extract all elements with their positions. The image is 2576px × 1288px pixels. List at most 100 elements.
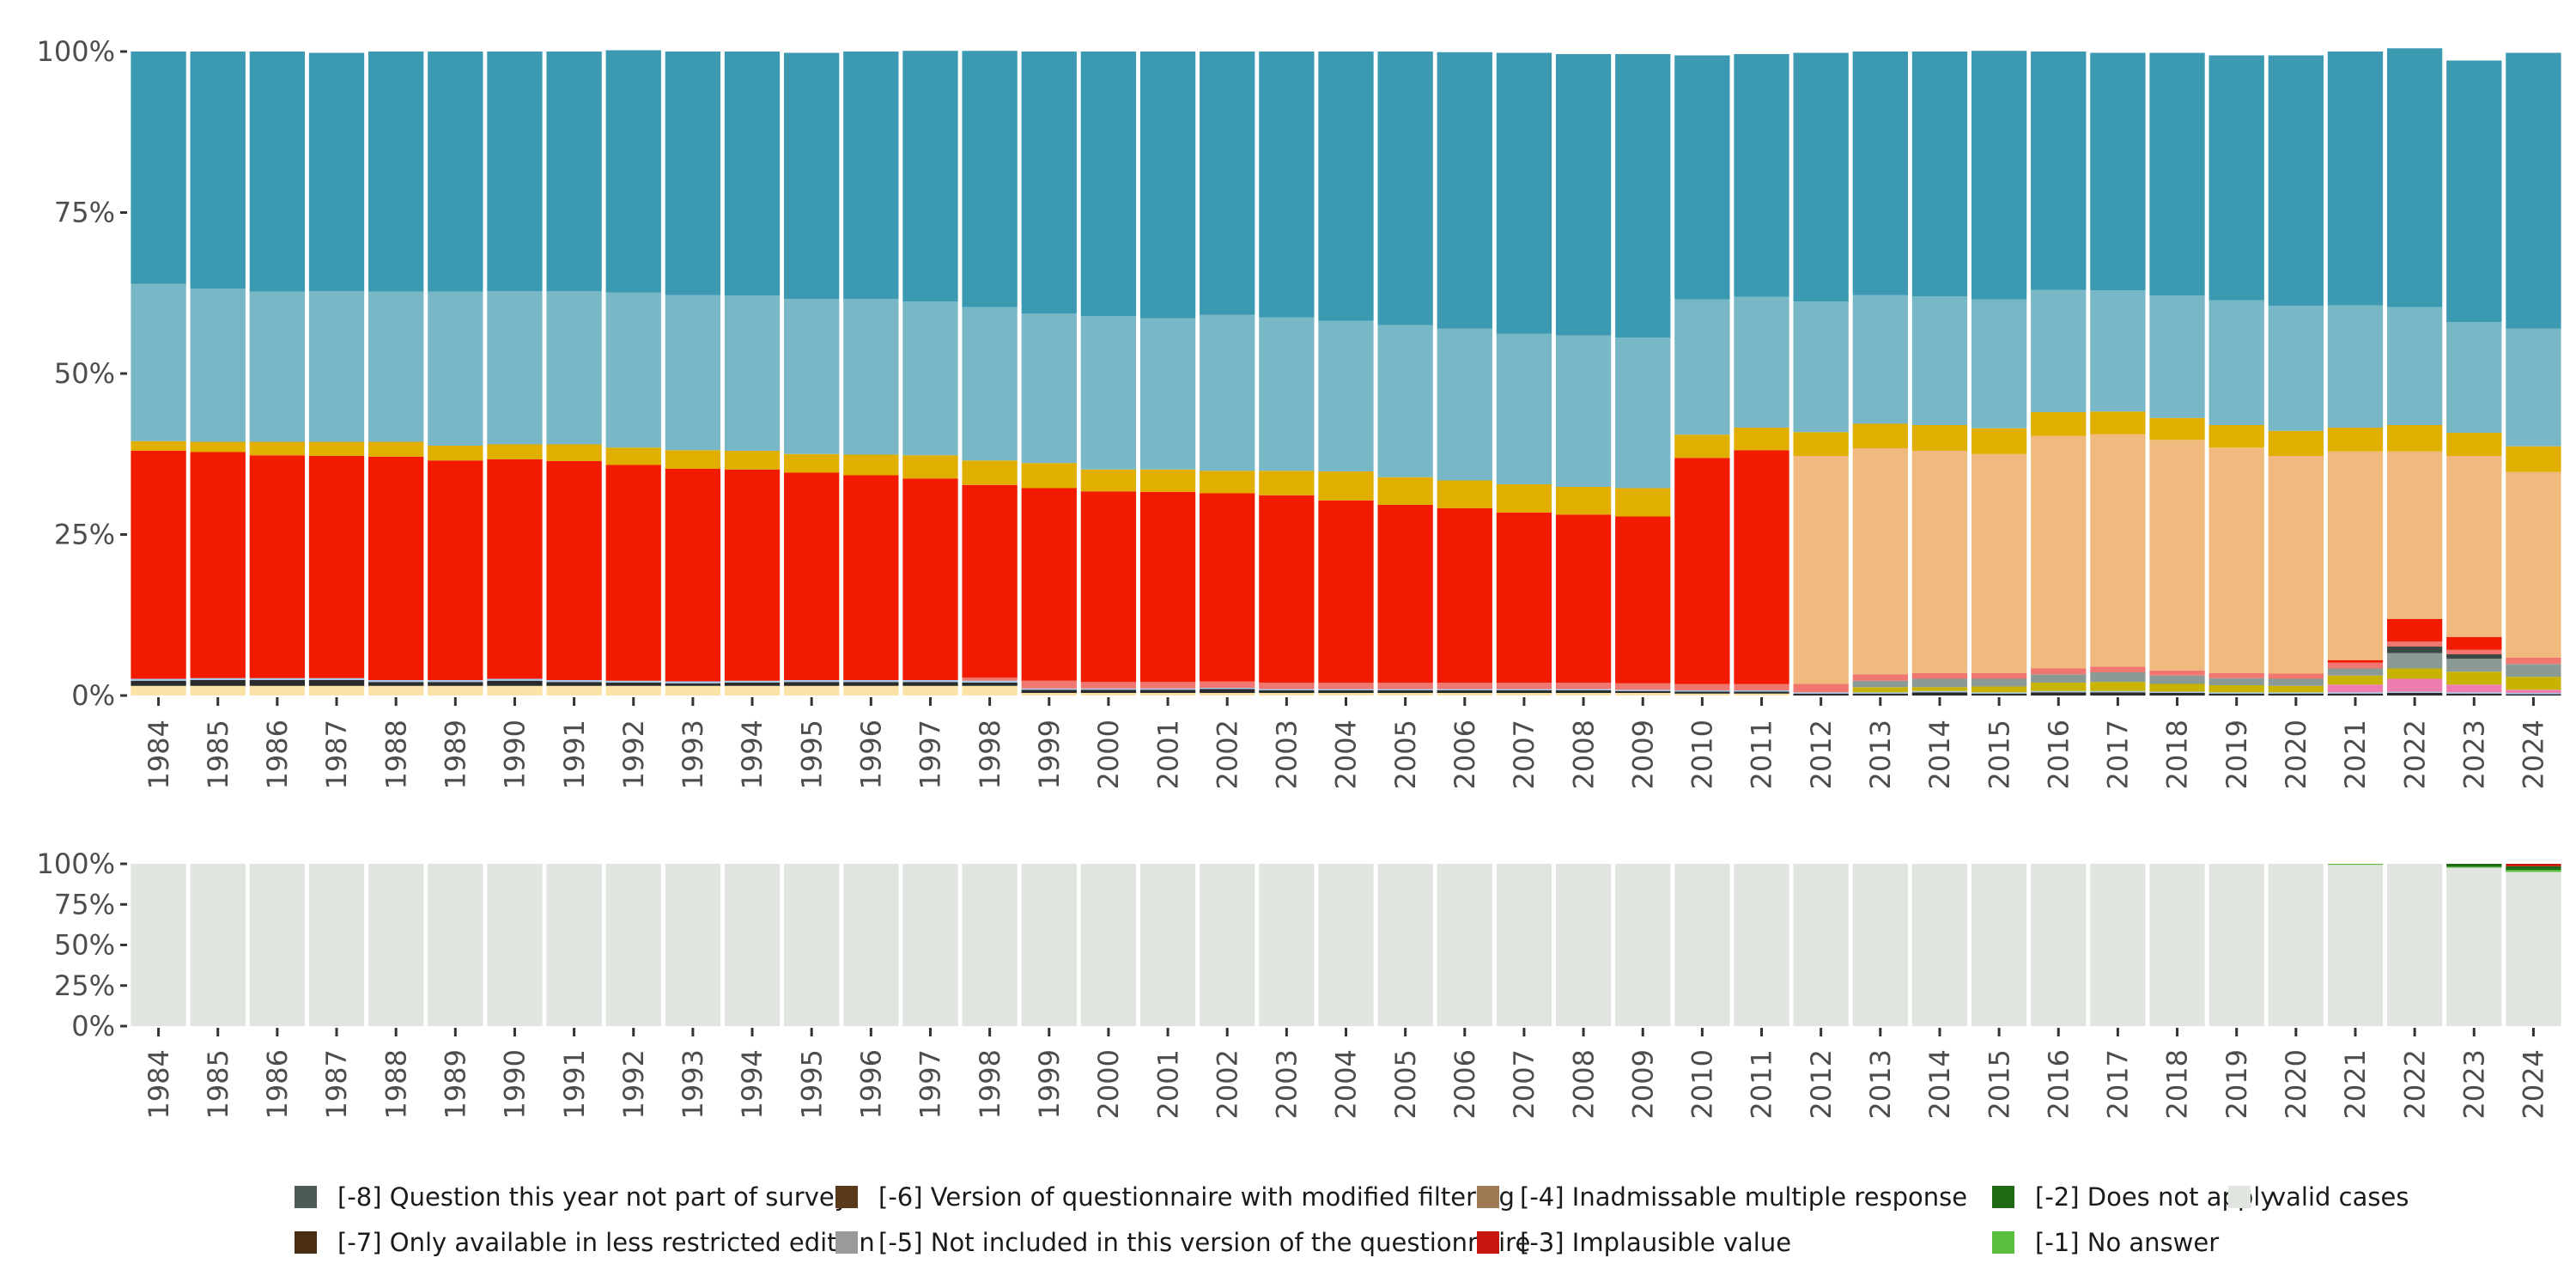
x-tick-label: 2010 xyxy=(1686,720,1719,789)
bar-segment xyxy=(2268,55,2324,307)
bar-segment xyxy=(131,283,186,441)
bar-segment xyxy=(2208,692,2264,694)
bar-segment xyxy=(2386,647,2443,653)
bar-segment xyxy=(428,682,483,686)
bar-segment xyxy=(1139,688,1196,690)
x-tick-label: 1987 xyxy=(320,1049,353,1119)
bar-segment xyxy=(665,683,721,686)
bar-segment xyxy=(1496,693,1552,696)
bar-segment xyxy=(2090,666,2146,672)
bar-segment xyxy=(2327,662,2384,669)
x-tick-label: 2018 xyxy=(2161,720,2194,789)
x-tick-label: 2014 xyxy=(1923,1049,1956,1119)
bar-segment xyxy=(190,52,246,289)
bar-segment xyxy=(1437,328,1492,481)
bar-segment xyxy=(2386,653,2443,669)
bar-segment xyxy=(1674,55,1730,300)
x-tick-label: 2024 xyxy=(2518,720,2550,789)
bar-segment xyxy=(487,864,543,1026)
bar-segment xyxy=(1377,477,1433,505)
bar-segment xyxy=(1734,54,1789,297)
x-tick-label: 2018 xyxy=(2161,1049,2194,1119)
bar-segment xyxy=(131,864,186,1026)
bar-segment xyxy=(1852,423,1908,448)
y-tick-label: 50% xyxy=(54,357,115,390)
x-tick-label: 2009 xyxy=(1626,720,1659,789)
bar-segment xyxy=(131,451,186,679)
bar-segment xyxy=(1200,493,1255,682)
bar-segment xyxy=(428,460,483,680)
bar-segment xyxy=(2090,692,2146,696)
bar-segment xyxy=(605,685,661,696)
bar-segment xyxy=(2386,864,2443,1026)
bar-segment xyxy=(1971,686,2027,693)
x-tick-label: 1986 xyxy=(261,1049,294,1119)
bar-segment xyxy=(2446,864,2502,867)
bar-segment xyxy=(2446,867,2502,1026)
bar-segment xyxy=(308,52,365,291)
x-tick-label: 1989 xyxy=(440,720,472,789)
bar-segment xyxy=(2327,865,2384,1026)
bar-segment xyxy=(249,441,306,456)
bar-segment xyxy=(1971,453,2027,673)
bar-segment xyxy=(2268,430,2324,456)
bar-segment xyxy=(1555,864,1612,1026)
bar-segment xyxy=(2506,657,2561,665)
bar-segment xyxy=(428,291,483,446)
bar-segment xyxy=(1437,507,1492,683)
x-tick-label: 2012 xyxy=(1805,720,1838,789)
bar-segment xyxy=(368,441,424,457)
bar-segment xyxy=(1259,317,1315,471)
bar-segment xyxy=(2446,659,2502,672)
bar-segment xyxy=(131,678,186,681)
bar-segment xyxy=(308,456,365,678)
bar-segment xyxy=(605,292,661,448)
bar-segment xyxy=(1674,458,1730,684)
legend: [-8] Question this year not part of surv… xyxy=(295,1182,2409,1257)
x-tick-label: 2012 xyxy=(1805,1049,1838,1119)
y-tick-label: 75% xyxy=(54,197,115,229)
bar-segment xyxy=(190,864,246,1026)
bar-segment xyxy=(1734,864,1789,1026)
bar-segment xyxy=(1555,487,1612,515)
bar-segment xyxy=(2327,428,2384,452)
bar-segment xyxy=(1852,674,1908,681)
bar-segment xyxy=(428,680,483,683)
bar-segment xyxy=(1734,683,1789,690)
bar-segment xyxy=(843,680,899,683)
bar-segment xyxy=(1615,516,1671,683)
bar-segment xyxy=(1496,683,1552,690)
bar-segment xyxy=(1318,693,1374,696)
x-tick-label: 1999 xyxy=(1033,720,1066,789)
bar-segment xyxy=(190,441,246,453)
x-tick-label: 1993 xyxy=(677,1049,709,1119)
bar-segment xyxy=(1318,52,1374,321)
bar-segment xyxy=(724,52,781,296)
x-tick-label: 1984 xyxy=(143,1049,175,1119)
bar-segment xyxy=(2031,52,2087,290)
bar-segment xyxy=(1139,52,1196,319)
bar-segment xyxy=(1971,692,2027,694)
x-tick-label: 1985 xyxy=(202,720,234,789)
x-tick-label: 1990 xyxy=(499,720,532,789)
bar-segment xyxy=(249,291,306,442)
bar-segment xyxy=(2386,693,2443,696)
bar-segment xyxy=(2031,683,2087,691)
bar-segment xyxy=(605,680,661,683)
x-tick-label: 2004 xyxy=(1330,1049,1363,1119)
bar-segment xyxy=(546,291,602,445)
bar-segment xyxy=(1911,52,1968,296)
bar-segment xyxy=(308,291,365,442)
x-tick-label: 2023 xyxy=(2458,1049,2490,1119)
bar-segment xyxy=(1377,683,1433,690)
bar-segment xyxy=(902,455,958,479)
bar-segment xyxy=(843,864,899,1026)
bar-segment xyxy=(2506,872,2561,1026)
bar-segment xyxy=(1377,864,1433,1026)
bar-segment xyxy=(1615,690,1671,691)
bar-segment xyxy=(2090,864,2146,1026)
x-tick-label: 1993 xyxy=(677,720,709,789)
bar-segment xyxy=(2446,433,2502,456)
bar-segment xyxy=(1852,680,1908,688)
